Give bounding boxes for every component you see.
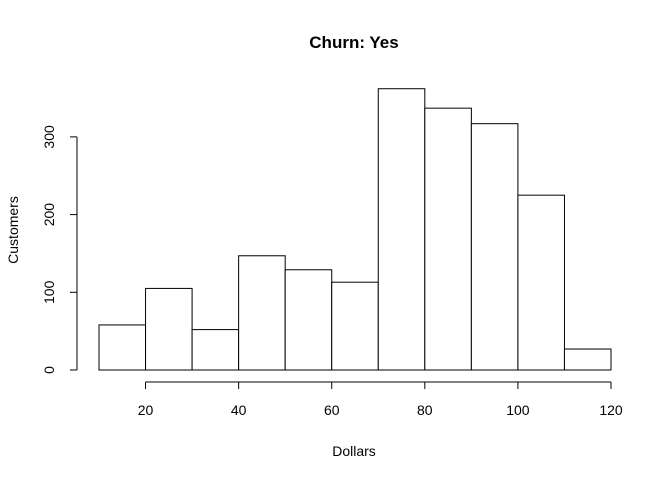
histogram-bar-4 xyxy=(238,255,286,371)
histogram-bar-10 xyxy=(517,194,565,371)
x-tick-label: 60 xyxy=(324,402,340,418)
x-tick-label: 40 xyxy=(231,402,247,418)
y-axis-label: Customers xyxy=(5,196,21,264)
y-tick-label: 300 xyxy=(41,125,57,149)
y-axis: 0 100 200 300 xyxy=(41,125,78,374)
x-tick-label: 80 xyxy=(417,402,433,418)
x-tick-label: 120 xyxy=(599,402,623,418)
histogram-bar-8 xyxy=(424,107,472,371)
y-tick-label: 0 xyxy=(41,366,57,374)
histogram-bar-3 xyxy=(191,329,240,371)
y-tick-label: 200 xyxy=(41,203,57,227)
chart-title: Churn: Yes xyxy=(309,33,398,52)
x-axis: 20 40 60 80 100 120 xyxy=(138,381,623,418)
x-tick-label: 100 xyxy=(506,402,530,418)
x-axis-label: Dollars xyxy=(332,443,376,459)
y-tick-label: 100 xyxy=(41,280,57,304)
bars-group xyxy=(98,88,612,371)
histogram-bar-1 xyxy=(98,324,147,371)
histogram-bar-11 xyxy=(563,348,612,371)
histogram-bar-7 xyxy=(377,88,426,371)
x-tick-label: 20 xyxy=(138,402,154,418)
histogram-bar-2 xyxy=(145,287,193,371)
histogram-bar-5 xyxy=(284,269,333,371)
histogram-bar-6 xyxy=(331,281,379,371)
histogram-bar-9 xyxy=(470,123,519,371)
